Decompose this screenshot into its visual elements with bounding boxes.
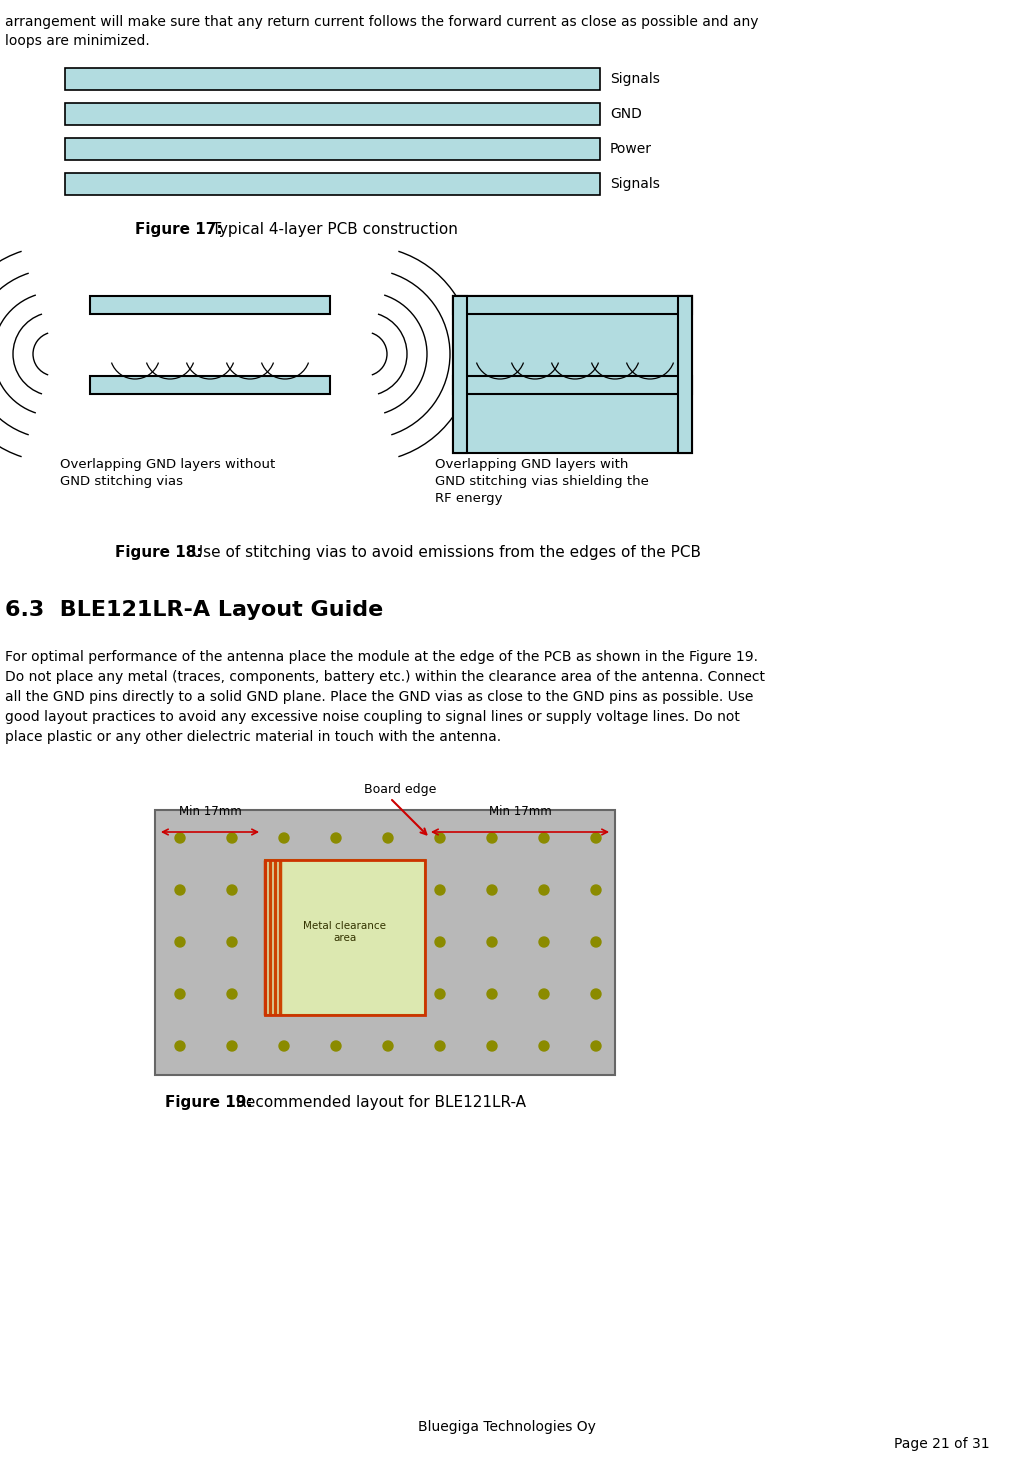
- Text: Bluegiga Technologies Oy: Bluegiga Technologies Oy: [418, 1421, 596, 1434]
- Circle shape: [539, 833, 549, 844]
- Text: Recommended layout for BLE121LR-A: Recommended layout for BLE121LR-A: [231, 1096, 526, 1110]
- Text: Use of stitching vias to avoid emissions from the edges of the PCB: Use of stitching vias to avoid emissions…: [187, 545, 701, 559]
- Circle shape: [383, 833, 393, 844]
- Circle shape: [383, 1040, 393, 1050]
- Circle shape: [435, 833, 445, 844]
- Circle shape: [227, 884, 236, 895]
- Circle shape: [279, 1040, 289, 1050]
- Circle shape: [435, 884, 445, 895]
- Circle shape: [175, 937, 185, 947]
- Bar: [265, 860, 425, 1016]
- Circle shape: [175, 884, 185, 895]
- Text: Overlapping GND layers without
GND stitching vias: Overlapping GND layers without GND stitc…: [60, 457, 275, 488]
- Text: Power: Power: [610, 141, 652, 156]
- Bar: [65, 68, 600, 90]
- Circle shape: [175, 1040, 185, 1050]
- Text: Signals: Signals: [610, 71, 660, 86]
- Circle shape: [435, 937, 445, 947]
- Bar: [265, 860, 425, 1016]
- Circle shape: [487, 1040, 497, 1050]
- Text: 6.3  BLE121LR-A Layout Guide: 6.3 BLE121LR-A Layout Guide: [5, 600, 384, 621]
- Circle shape: [591, 937, 601, 947]
- Text: Figure 18:: Figure 18:: [115, 545, 203, 559]
- Text: Overlapping GND layers with
GND stitching vias shielding the
RF energy: Overlapping GND layers with GND stitchin…: [435, 457, 649, 506]
- Text: Board edge: Board edge: [363, 782, 436, 796]
- Bar: [453, 296, 467, 453]
- Text: Figure 19:: Figure 19:: [165, 1096, 253, 1110]
- Bar: [90, 376, 330, 393]
- Bar: [65, 103, 600, 125]
- Circle shape: [227, 833, 236, 844]
- Circle shape: [591, 989, 601, 1000]
- Bar: [65, 173, 600, 195]
- Circle shape: [227, 989, 236, 1000]
- Text: Metal clearance
area: Metal clearance area: [303, 921, 387, 943]
- Circle shape: [279, 833, 289, 844]
- Circle shape: [591, 884, 601, 895]
- Circle shape: [435, 989, 445, 1000]
- Bar: [453, 376, 692, 393]
- Circle shape: [539, 1040, 549, 1050]
- Text: Signals: Signals: [610, 176, 660, 191]
- Circle shape: [487, 833, 497, 844]
- Circle shape: [591, 833, 601, 844]
- Circle shape: [539, 937, 549, 947]
- Text: Page 21 of 31: Page 21 of 31: [894, 1437, 990, 1451]
- Circle shape: [591, 1040, 601, 1050]
- Bar: [453, 296, 692, 315]
- Circle shape: [227, 937, 236, 947]
- Bar: [65, 138, 600, 160]
- Text: Figure 17:: Figure 17:: [135, 221, 222, 237]
- Circle shape: [331, 833, 341, 844]
- Circle shape: [175, 989, 185, 1000]
- Circle shape: [487, 989, 497, 1000]
- Bar: [453, 296, 692, 453]
- Circle shape: [487, 884, 497, 895]
- Circle shape: [331, 1040, 341, 1050]
- Circle shape: [175, 833, 185, 844]
- Text: For optimal performance of the antenna place the module at the edge of the PCB a: For optimal performance of the antenna p…: [5, 650, 765, 745]
- Text: Min 17mm: Min 17mm: [179, 806, 242, 817]
- Bar: [678, 296, 692, 453]
- Bar: [155, 810, 615, 1075]
- Bar: [90, 296, 330, 315]
- Text: Min 17mm: Min 17mm: [488, 806, 551, 817]
- Circle shape: [227, 1040, 236, 1050]
- Circle shape: [539, 884, 549, 895]
- Text: arrangement will make sure that any return current follows the forward current a: arrangement will make sure that any retu…: [5, 15, 758, 48]
- Circle shape: [435, 1040, 445, 1050]
- Text: Typical 4-layer PCB construction: Typical 4-layer PCB construction: [207, 221, 458, 237]
- Circle shape: [487, 937, 497, 947]
- Text: GND: GND: [610, 106, 641, 121]
- Circle shape: [539, 989, 549, 1000]
